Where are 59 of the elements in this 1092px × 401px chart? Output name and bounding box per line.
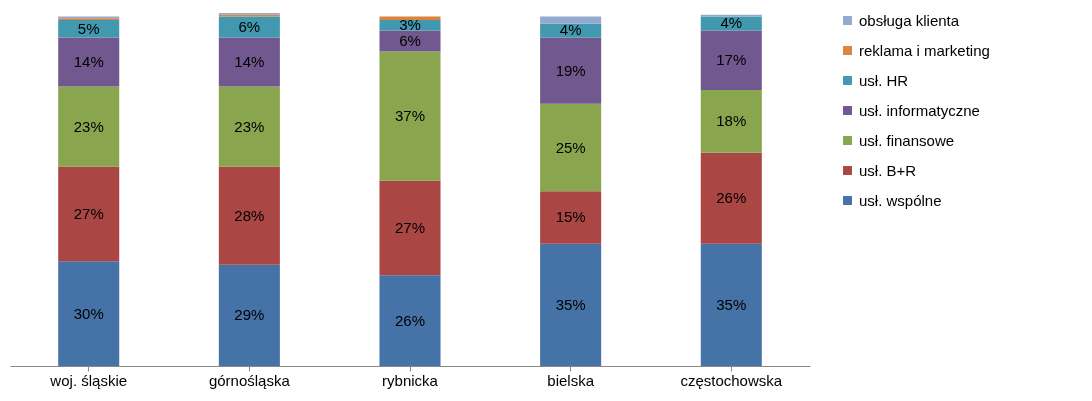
data-label: 6% [238, 17, 261, 35]
data-label: 14% [234, 52, 265, 70]
data-label: 4% [720, 14, 743, 32]
x-tick-label: rybnicka [382, 371, 439, 389]
data-label: 35% [716, 295, 747, 313]
data-label: 35% [555, 295, 586, 313]
data-label: 26% [716, 189, 747, 207]
bar [540, 243, 602, 366]
legend-label: usł. informatyczne [859, 101, 980, 119]
bar [218, 264, 280, 366]
bar [700, 243, 762, 366]
data-label: 30% [73, 304, 104, 322]
data-label: 18% [716, 112, 747, 130]
data-label: 3% [399, 16, 421, 34]
data-label: 29% [234, 306, 265, 324]
x-tick-label: woj. śląskie [49, 371, 128, 389]
bar [218, 166, 280, 265]
bar [379, 30, 441, 52]
bar [379, 51, 441, 181]
x-tick-label: bielska [547, 371, 595, 389]
data-label: 28% [234, 206, 265, 224]
data-label: 23% [73, 117, 104, 135]
bar [379, 16, 441, 20]
bar [700, 30, 762, 90]
bar [379, 180, 441, 276]
legend-label: reklama i marketing [859, 41, 990, 59]
data-label: 27% [73, 204, 104, 222]
data-label: 37% [394, 107, 426, 125]
bar [218, 86, 280, 167]
legend-label: usł. HR [859, 71, 909, 89]
bar [58, 166, 120, 262]
legend-label: usł. wspólne [859, 191, 942, 209]
bar [700, 89, 762, 153]
data-label: 14% [73, 52, 104, 70]
bar [540, 16, 602, 24]
data-label: 4% [559, 21, 582, 39]
bar [58, 261, 120, 366]
data-label: 6% [399, 31, 421, 49]
data-label: 26% [394, 311, 426, 329]
x-tick-label: częstochowska [680, 371, 783, 389]
bar [379, 275, 441, 366]
bar [540, 191, 602, 244]
bar [540, 103, 602, 192]
legend-label: obsługa klienta [859, 11, 960, 29]
bar [58, 86, 120, 167]
data-label: 23% [234, 117, 265, 135]
data-label: 5% [77, 19, 100, 37]
bar [58, 37, 120, 87]
data-label: 19% [555, 61, 586, 79]
data-label: 27% [394, 218, 426, 236]
bar [540, 37, 602, 104]
data-label: 15% [555, 208, 586, 226]
legend-label: usł. B+R [859, 161, 917, 179]
bar [218, 37, 280, 87]
data-label: 25% [555, 138, 586, 156]
data-label: 17% [716, 51, 747, 69]
legend-label: usł. finansowe [859, 131, 955, 149]
x-tick-label: górnośląska [208, 371, 291, 389]
bar [700, 152, 762, 244]
